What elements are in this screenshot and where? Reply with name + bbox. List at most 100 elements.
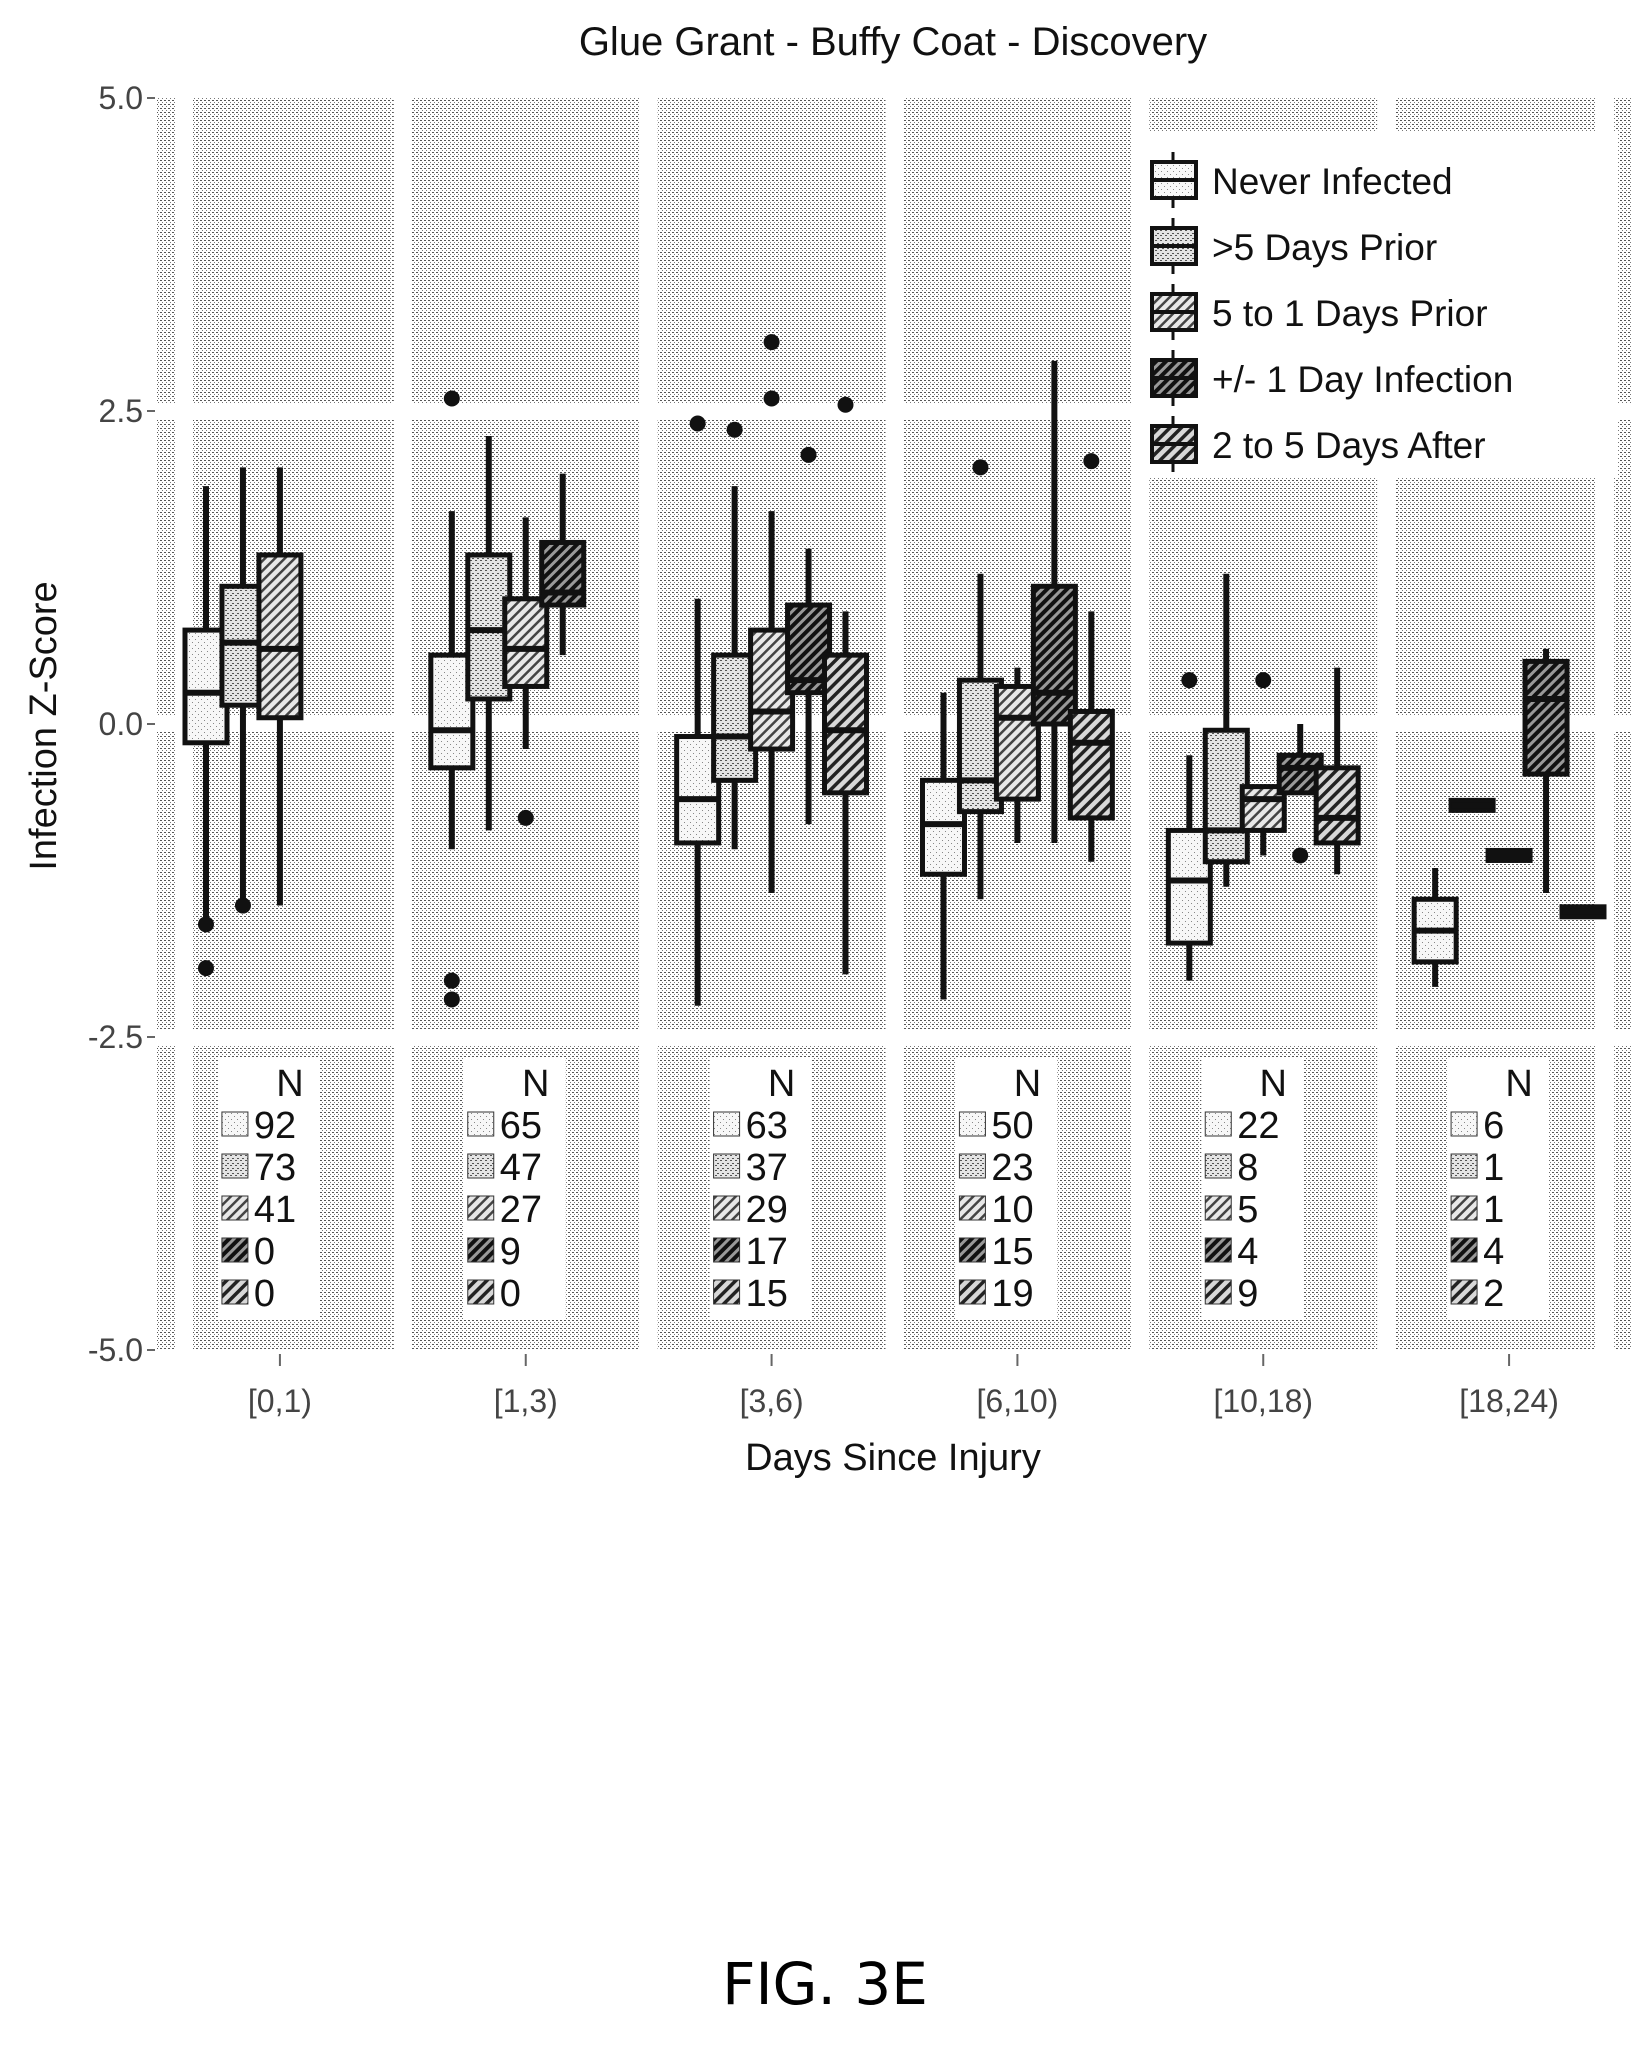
n-count: 9 <box>1237 1273 1258 1315</box>
n-count: 17 <box>746 1231 788 1273</box>
n-swatch <box>958 1195 986 1221</box>
n-swatch <box>713 1237 741 1263</box>
n-table-background <box>1201 1058 1304 1320</box>
outlier-point <box>197 960 214 977</box>
figure-caption: FIG. 3E <box>722 1950 928 2018</box>
outlier-point <box>443 991 460 1008</box>
box-1-2 <box>502 517 550 826</box>
box <box>1522 658 1570 777</box>
box <box>428 652 476 771</box>
box-4-2 <box>1239 672 1287 856</box>
n-count-tables: N92734100N65472790N6337291715N5023101519… <box>217 1058 1550 1320</box>
n-table-background <box>217 1058 320 1320</box>
y-tick-label: 5.0 <box>99 80 143 116</box>
n-table-background <box>709 1058 812 1320</box>
n-swatch <box>1450 1195 1478 1221</box>
box-5-1 <box>1448 797 1496 813</box>
n-swatch <box>467 1279 495 1305</box>
box-series <box>182 334 1607 1008</box>
x-axis: [0,1) [1,3) [3,6) [6,10) [10,18) [18,24) <box>248 1354 1559 1419</box>
n-count: 2 <box>1483 1273 1504 1315</box>
n-header: N <box>1260 1063 1287 1105</box>
n-count: 0 <box>254 1273 275 1315</box>
n-swatch <box>1204 1279 1232 1305</box>
n-swatch <box>467 1237 495 1263</box>
x-tick-label: [6,10) <box>977 1383 1059 1419</box>
legend-label: Never Infected <box>1212 161 1453 202</box>
box-5-2 <box>1485 847 1533 863</box>
outlier-point <box>689 415 706 432</box>
v-gridline <box>639 98 658 1350</box>
outlier-point <box>763 390 780 407</box>
n-table-background <box>1447 1058 1550 1320</box>
n-count: 29 <box>746 1189 788 1231</box>
n-count: 23 <box>991 1147 1033 1189</box>
n-swatch <box>1204 1237 1232 1263</box>
n-count: 65 <box>500 1105 542 1147</box>
n-count: 10 <box>991 1189 1033 1231</box>
outlier-point <box>726 421 743 438</box>
n-swatch <box>713 1111 741 1137</box>
outlier-point <box>1255 672 1272 689</box>
outlier-point <box>1181 672 1198 689</box>
box-2-4 <box>822 396 870 975</box>
n-swatch <box>1204 1111 1232 1137</box>
n-header: N <box>768 1063 795 1105</box>
n-swatch <box>1204 1195 1232 1221</box>
legend-label: >5 Days Prior <box>1212 227 1437 268</box>
x-axis-label: Days Since Injury <box>745 1437 1041 1479</box>
x-tick-label: [10,18) <box>1213 1383 1313 1419</box>
n-swatch <box>1450 1111 1478 1137</box>
n-count: 63 <box>746 1105 788 1147</box>
box <box>1313 765 1361 846</box>
n-swatch <box>958 1237 986 1263</box>
n-swatch <box>958 1153 986 1179</box>
n-count: 8 <box>1237 1147 1258 1189</box>
x-tick-label: [1,3) <box>494 1383 558 1419</box>
y-axis-label: Infection Z-Score <box>23 581 65 870</box>
n-swatch <box>221 1111 249 1137</box>
n-swatch <box>1204 1153 1232 1179</box>
box-2-3 <box>785 446 833 825</box>
box <box>539 539 587 608</box>
x-tick-label: [3,6) <box>740 1383 804 1419</box>
n-count: 37 <box>746 1147 788 1189</box>
y-tick-label: 2.5 <box>99 393 143 429</box>
legend-item: 5 to 1 Days Prior <box>1150 284 1488 340</box>
outlier-point <box>1292 847 1309 864</box>
x-tick-label: [18,24) <box>1459 1383 1559 1419</box>
n-swatch <box>713 1153 741 1179</box>
n-count: 22 <box>1237 1105 1279 1147</box>
n-count: 1 <box>1483 1189 1504 1231</box>
box-5-0 <box>1411 867 1459 987</box>
legend-item: +/- 1 Day Infection <box>1150 350 1513 406</box>
box-4-4 <box>1313 667 1361 875</box>
legend-item: >5 Days Prior <box>1150 218 1437 274</box>
outlier-point <box>763 334 780 351</box>
box-0-0 <box>182 486 230 977</box>
n-swatch <box>958 1111 986 1137</box>
n-count: 73 <box>254 1147 296 1189</box>
n-header: N <box>276 1063 303 1105</box>
n-swatch <box>221 1195 249 1221</box>
legend-label: +/- 1 Day Infection <box>1212 359 1513 400</box>
n-table-background <box>955 1058 1058 1320</box>
box-1-0 <box>428 390 476 1008</box>
box <box>256 552 304 721</box>
n-swatch <box>221 1153 249 1179</box>
box-1-3 <box>539 473 587 656</box>
box-4-0 <box>1165 672 1213 981</box>
n-swatch <box>713 1279 741 1305</box>
outlier-point <box>197 916 214 933</box>
n-swatch <box>958 1279 986 1305</box>
v-gridline <box>393 98 412 1350</box>
y-tick-label: -2.5 <box>88 1019 143 1055</box>
outlier-point <box>972 459 989 476</box>
legend-label: 2 to 5 Days After <box>1212 425 1486 466</box>
outlier-point <box>800 446 817 463</box>
legend: Never Infected >5 Days Prior 5 to 1 Days P… <box>1132 132 1618 477</box>
